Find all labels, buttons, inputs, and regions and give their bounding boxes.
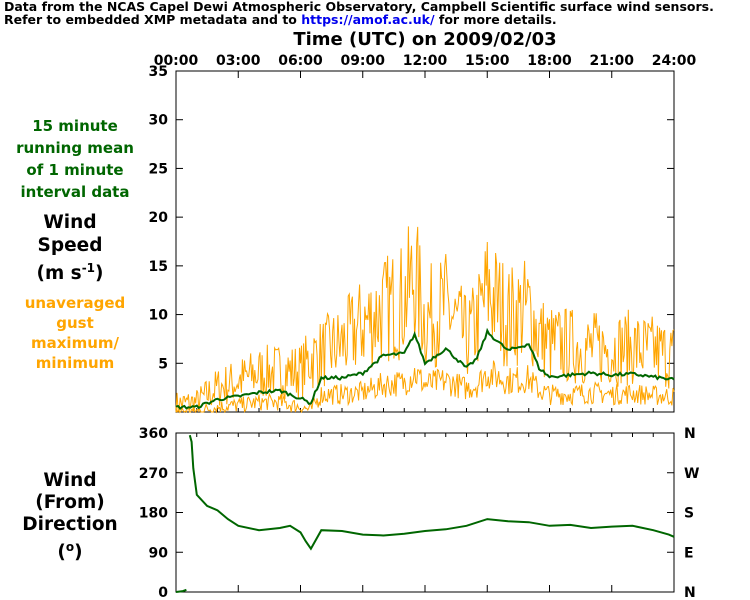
gust-max-line bbox=[175, 226, 675, 414]
gust-note-line: gust bbox=[56, 314, 94, 332]
gust-min-line bbox=[175, 360, 675, 414]
direction-line bbox=[175, 434, 675, 593]
header-line-1: Data from the NCAS Capel Dewi Atmospheri… bbox=[4, 0, 714, 14]
compass-tick-label: N bbox=[684, 585, 696, 600]
y-tick-label: 0 bbox=[158, 585, 168, 600]
gust-note-line: unaveraged bbox=[24, 294, 126, 312]
x-tick-label: 09:00 bbox=[340, 53, 385, 69]
axis-label-line: Wind bbox=[43, 470, 97, 491]
gust-series-note: unaveraged gust maximum/ minimum bbox=[0, 293, 150, 373]
compass-tick-label: S bbox=[684, 506, 694, 522]
chart-title: Time (UTC) on 2009/02/03 bbox=[293, 29, 557, 50]
axis-label-line: Direction bbox=[22, 514, 118, 535]
gust-note-line: minimum bbox=[35, 354, 115, 372]
mean-note-line: of 1 minute bbox=[26, 161, 124, 179]
amof-link[interactable]: https://amof.ac.uk/ bbox=[301, 12, 435, 27]
mean-note-line: interval data bbox=[20, 183, 130, 201]
axis-label-line: (From) bbox=[35, 492, 105, 513]
y-tick-label: 25 bbox=[149, 161, 168, 177]
mean-note-line: 15 minute bbox=[32, 117, 118, 135]
mean-series-note: 15 minute running mean of 1 minute inter… bbox=[0, 115, 150, 203]
x-tick-label: 12:00 bbox=[403, 53, 448, 69]
data-source-header: Data from the NCAS Capel Dewi Atmospheri… bbox=[4, 0, 714, 26]
mean-note-line: running mean bbox=[16, 139, 134, 157]
unit-exponent: -1 bbox=[81, 261, 96, 275]
y-tick-label: 10 bbox=[149, 308, 169, 324]
y-tick-label: 35 bbox=[149, 64, 168, 80]
unit-degree: o bbox=[65, 540, 75, 554]
header-line-2: Refer to embedded XMP metadata and to ht… bbox=[4, 13, 714, 26]
unit-close: ) bbox=[95, 263, 104, 285]
y-tick-label: 90 bbox=[149, 545, 169, 561]
direction-panel-frame bbox=[175, 432, 675, 593]
wind-direction-axis-label: Wind (From) Direction (o) bbox=[0, 470, 140, 564]
x-tick-label: 18:00 bbox=[527, 53, 572, 69]
x-tick-label: 00:00 bbox=[154, 53, 199, 69]
y-tick-label: 30 bbox=[149, 113, 169, 129]
compass-tick-label: E bbox=[684, 545, 694, 561]
header-line-2-prefix: Refer to embedded XMP metadata and to bbox=[4, 12, 302, 27]
gust-note-line: maximum/ bbox=[31, 334, 119, 352]
axis-label-unit: (m s-1) bbox=[0, 257, 140, 285]
axis-label-line: Wind bbox=[43, 212, 97, 233]
unit-open: ( bbox=[57, 542, 66, 564]
x-tick-label: 21:00 bbox=[589, 53, 634, 69]
unit-close: ) bbox=[74, 542, 83, 564]
y-tick-label: 360 bbox=[139, 426, 168, 442]
x-tick-label: 24:00 bbox=[652, 53, 697, 69]
compass-tick-label: W bbox=[684, 466, 699, 482]
y-tick-label: 5 bbox=[158, 356, 168, 372]
x-tick-label: 15:00 bbox=[465, 53, 510, 69]
y-tick-label: 270 bbox=[139, 466, 168, 482]
axis-label-unit: (o) bbox=[0, 536, 140, 564]
wind-speed-axis-label: Wind Speed (m s-1) bbox=[0, 211, 140, 285]
y-tick-label: 180 bbox=[139, 506, 168, 522]
header-line-2-suffix: for more details. bbox=[434, 12, 557, 27]
axis-label-line: Speed bbox=[37, 235, 103, 256]
y-tick-label: 15 bbox=[149, 259, 168, 275]
mean-line bbox=[175, 327, 675, 411]
y-tick-label: 20 bbox=[149, 210, 169, 226]
x-tick-label: 06:00 bbox=[278, 53, 323, 69]
compass-tick-label: N bbox=[684, 426, 696, 442]
x-tick-label: 03:00 bbox=[216, 53, 261, 69]
unit-text: (m s bbox=[36, 263, 82, 285]
